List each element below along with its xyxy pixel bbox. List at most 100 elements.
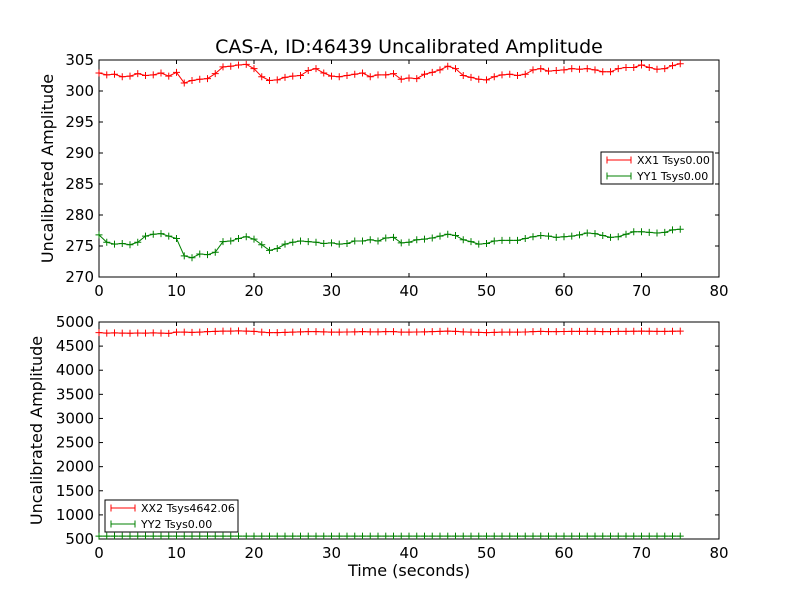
data-point-marker [405, 328, 413, 336]
legend-label: XX1 Tsys0.00 [637, 154, 710, 167]
data-point-marker [444, 327, 452, 335]
data-point-marker [219, 532, 227, 540]
data-point-marker [490, 237, 498, 245]
data-point-marker [250, 327, 258, 335]
y-tick-label: 500 [65, 530, 94, 548]
data-point-marker [645, 327, 653, 335]
data-point-marker [614, 532, 622, 540]
data-point-marker [258, 241, 266, 249]
data-point-marker [165, 72, 173, 80]
data-point-marker [421, 70, 428, 78]
data-point-marker [328, 328, 335, 336]
data-point-marker [304, 328, 312, 336]
data-point-marker [204, 251, 211, 259]
data-point-marker [320, 69, 328, 77]
data-point-marker [630, 327, 638, 335]
data-point-marker [281, 532, 289, 540]
data-point-marker [537, 532, 545, 540]
data-point-marker [413, 532, 421, 540]
data-point-marker [273, 532, 281, 540]
data-point-marker [258, 73, 266, 81]
x-tick-label: 10 [167, 282, 186, 300]
data-point-marker [359, 237, 366, 245]
legend-0: XX1 Tsys0.00 YY1 Tsys0.00 [600, 151, 714, 185]
y-tick-label: 1500 [56, 482, 94, 500]
data-point-marker [95, 69, 103, 77]
data-point-marker [157, 329, 165, 337]
data-point-marker [607, 68, 614, 76]
y-tick-label: 270 [65, 268, 94, 286]
data-point-marker [242, 233, 250, 241]
data-point-marker [560, 532, 568, 540]
data-point-marker [304, 238, 312, 246]
series-yy1 [95, 225, 684, 262]
data-point-marker [134, 238, 142, 246]
legend-marker-swatch [110, 520, 136, 528]
data-point-marker [444, 62, 452, 70]
data-point-marker [343, 72, 351, 79]
data-point-marker [521, 532, 529, 540]
data-point-marker [653, 532, 661, 540]
data-point-marker [514, 72, 521, 79]
data-point-marker [506, 328, 514, 336]
data-point-marker [180, 79, 188, 87]
data-point-marker [374, 71, 382, 79]
x-tick-label: 20 [244, 282, 263, 300]
data-point-marker [320, 240, 328, 248]
data-point-marker [452, 532, 459, 540]
data-point-marker [235, 235, 242, 243]
data-point-marker [428, 532, 436, 540]
data-point-marker [475, 240, 483, 248]
y-tick-label: 2000 [56, 458, 94, 476]
y-tick-label: 2500 [56, 434, 94, 452]
data-point-marker [428, 328, 436, 336]
data-point-marker [552, 67, 560, 75]
data-point-marker [537, 65, 545, 73]
data-point-marker [506, 70, 514, 78]
data-point-marker [614, 233, 622, 241]
data-point-marker [374, 237, 382, 245]
data-point-marker [173, 532, 180, 540]
data-point-marker [521, 328, 529, 336]
data-point-marker [188, 254, 196, 262]
data-point-marker [529, 328, 537, 336]
data-point-marker [552, 532, 560, 540]
data-point-marker [142, 72, 149, 79]
y-tick-label: 4500 [56, 337, 94, 355]
data-point-marker [134, 532, 142, 540]
data-point-marker [289, 532, 297, 540]
data-point-marker [614, 65, 622, 73]
data-point-marker [645, 532, 653, 540]
data-point-marker [359, 328, 366, 336]
data-point-marker [537, 327, 545, 335]
data-point-marker [180, 328, 188, 336]
data-point-marker [661, 532, 669, 540]
data-point-marker [366, 532, 374, 540]
data-point-marker [591, 327, 599, 335]
data-point-marker [149, 329, 157, 337]
data-point-marker [250, 65, 258, 73]
data-point-marker [173, 235, 180, 243]
data-point-marker [297, 532, 304, 540]
data-point-marker [242, 327, 250, 335]
data-point-marker [397, 328, 405, 336]
y-tick-label: 4000 [56, 361, 94, 379]
data-point-marker [676, 60, 684, 68]
legend-marker-swatch [110, 504, 136, 512]
data-point-marker [653, 229, 661, 237]
data-point-marker [211, 248, 219, 256]
data-point-marker [281, 73, 289, 81]
legend-1: XX2 Tsys4642.06 YY2 Tsys0.00 [104, 499, 239, 533]
series-yy2 [95, 532, 684, 540]
data-point-marker [103, 238, 111, 246]
data-point-marker [622, 327, 630, 335]
data-point-marker [103, 532, 111, 540]
data-point-marker [382, 234, 390, 242]
data-point-marker [343, 240, 351, 248]
data-point-marker [219, 238, 227, 246]
data-point-marker [459, 328, 467, 336]
legend-box [600, 151, 714, 185]
data-point-marker [483, 329, 490, 337]
data-point-marker [312, 65, 320, 73]
data-point-marker [421, 235, 428, 243]
